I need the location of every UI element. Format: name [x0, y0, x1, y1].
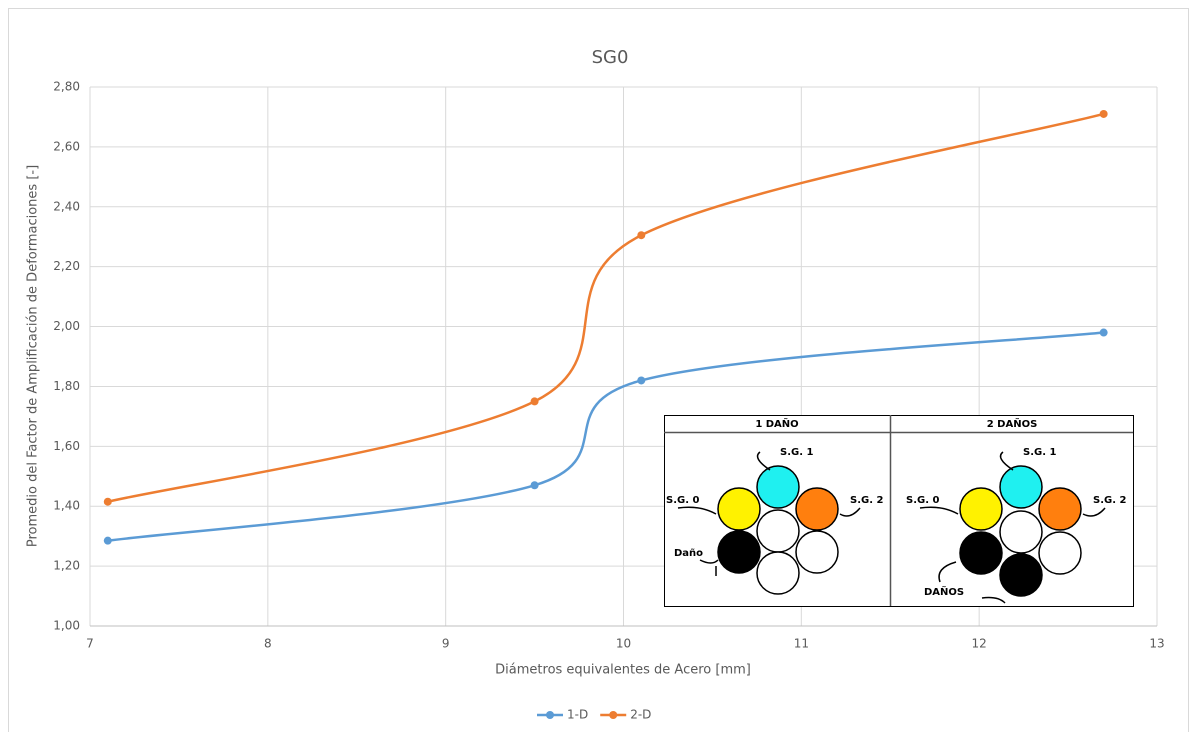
arrow — [1082, 507, 1106, 517]
strand-damaged — [717, 530, 761, 574]
strand-damaged — [999, 553, 1043, 597]
strand-sg2 — [1038, 487, 1082, 531]
inset-label: S.G. 2 — [1093, 495, 1126, 506]
series-line — [107, 112, 1104, 503]
inset-label: Daño — [674, 548, 703, 559]
legend-label: 2-D — [630, 708, 651, 722]
strand-right: S.G. 1 S.G. 0 S.G. 2 DAÑOS — [906, 447, 1126, 604]
arrow — [938, 561, 1006, 604]
arrow — [919, 506, 959, 515]
data-point — [103, 497, 112, 506]
legend-swatch — [609, 711, 618, 719]
y-tick-label: 2,00 — [53, 319, 80, 333]
inset-label: S.G. 0 — [666, 495, 699, 506]
strand-damaged — [959, 531, 1003, 575]
data-point — [637, 376, 646, 385]
y-tick-label: 1,60 — [53, 439, 80, 453]
inset-diagram: 1 DAÑO 2 DAÑOS S.G. 1 S.G. 0 S.G. 2 Daño — [664, 415, 1134, 607]
inset-panel-title: 1 DAÑO — [755, 417, 798, 430]
arrow — [699, 559, 719, 576]
data-point — [530, 481, 539, 490]
strand-sg0 — [959, 487, 1003, 531]
strand-sg1 — [999, 465, 1043, 509]
inset-label: S.G. 0 — [906, 495, 939, 506]
x-tick-label: 13 — [1149, 637, 1164, 651]
inset-label: DAÑOS — [924, 585, 964, 598]
strand-sg0 — [717, 487, 761, 531]
x-tick-label: 10 — [616, 637, 631, 651]
plot-area: 1,00 1,20 1,40 1,60 1,80 2,00 2,20 2,40 2,60 2,80… — [53, 80, 1164, 651]
data-point — [530, 397, 539, 406]
data-point — [637, 231, 646, 240]
arrow — [999, 451, 1014, 471]
inset-label: S.G. 1 — [1023, 447, 1056, 458]
strand — [756, 551, 800, 595]
x-tick-label: 12 — [972, 637, 987, 651]
strand — [999, 510, 1043, 554]
arrow — [839, 507, 861, 517]
strand — [795, 530, 839, 574]
chart-frame — [8, 8, 1189, 732]
data-point — [1099, 109, 1108, 118]
strand-sg1 — [756, 465, 800, 509]
strand — [1038, 531, 1082, 575]
legend-swatch — [546, 711, 554, 719]
inset-label: S.G. 1 — [780, 447, 813, 458]
legend-label: 1-D — [567, 708, 588, 722]
data-point — [103, 536, 112, 545]
inset-label: S.G. 2 — [850, 495, 883, 506]
strand — [756, 509, 800, 553]
arrow — [677, 506, 717, 515]
inset-panel-title: 2 DAÑOS — [987, 417, 1038, 430]
y-tick-label: 1,80 — [53, 379, 80, 393]
y-axis-title: Promedio del Factor de Amplificación de … — [26, 165, 41, 547]
y-tick-label: 2,20 — [53, 259, 80, 273]
y-tick-label: 1,20 — [53, 559, 80, 573]
x-axis-title: Diámetros equivalentes de Acero [mm] — [495, 663, 751, 678]
y-tick-label: 2,40 — [53, 199, 80, 213]
y-tick-label: 1,40 — [53, 499, 80, 513]
x-tick-label: 11 — [794, 637, 809, 651]
y-tick-label: 2,80 — [53, 80, 80, 94]
y-tick-label: 2,60 — [53, 139, 80, 153]
chart-title: SG0 — [592, 47, 629, 68]
legend: 1-D 2-D — [537, 708, 651, 722]
strand-sg2 — [795, 487, 839, 531]
data-point — [1099, 328, 1108, 337]
strand-left: S.G. 1 S.G. 0 S.G. 2 Daño — [666, 447, 883, 595]
series-line — [107, 331, 1104, 542]
x-tick-label: 8 — [264, 637, 272, 651]
x-tick-label: 7 — [86, 637, 94, 651]
arrow — [756, 451, 771, 471]
x-tick-label: 9 — [442, 637, 450, 651]
y-tick-label: 1,00 — [53, 619, 80, 633]
